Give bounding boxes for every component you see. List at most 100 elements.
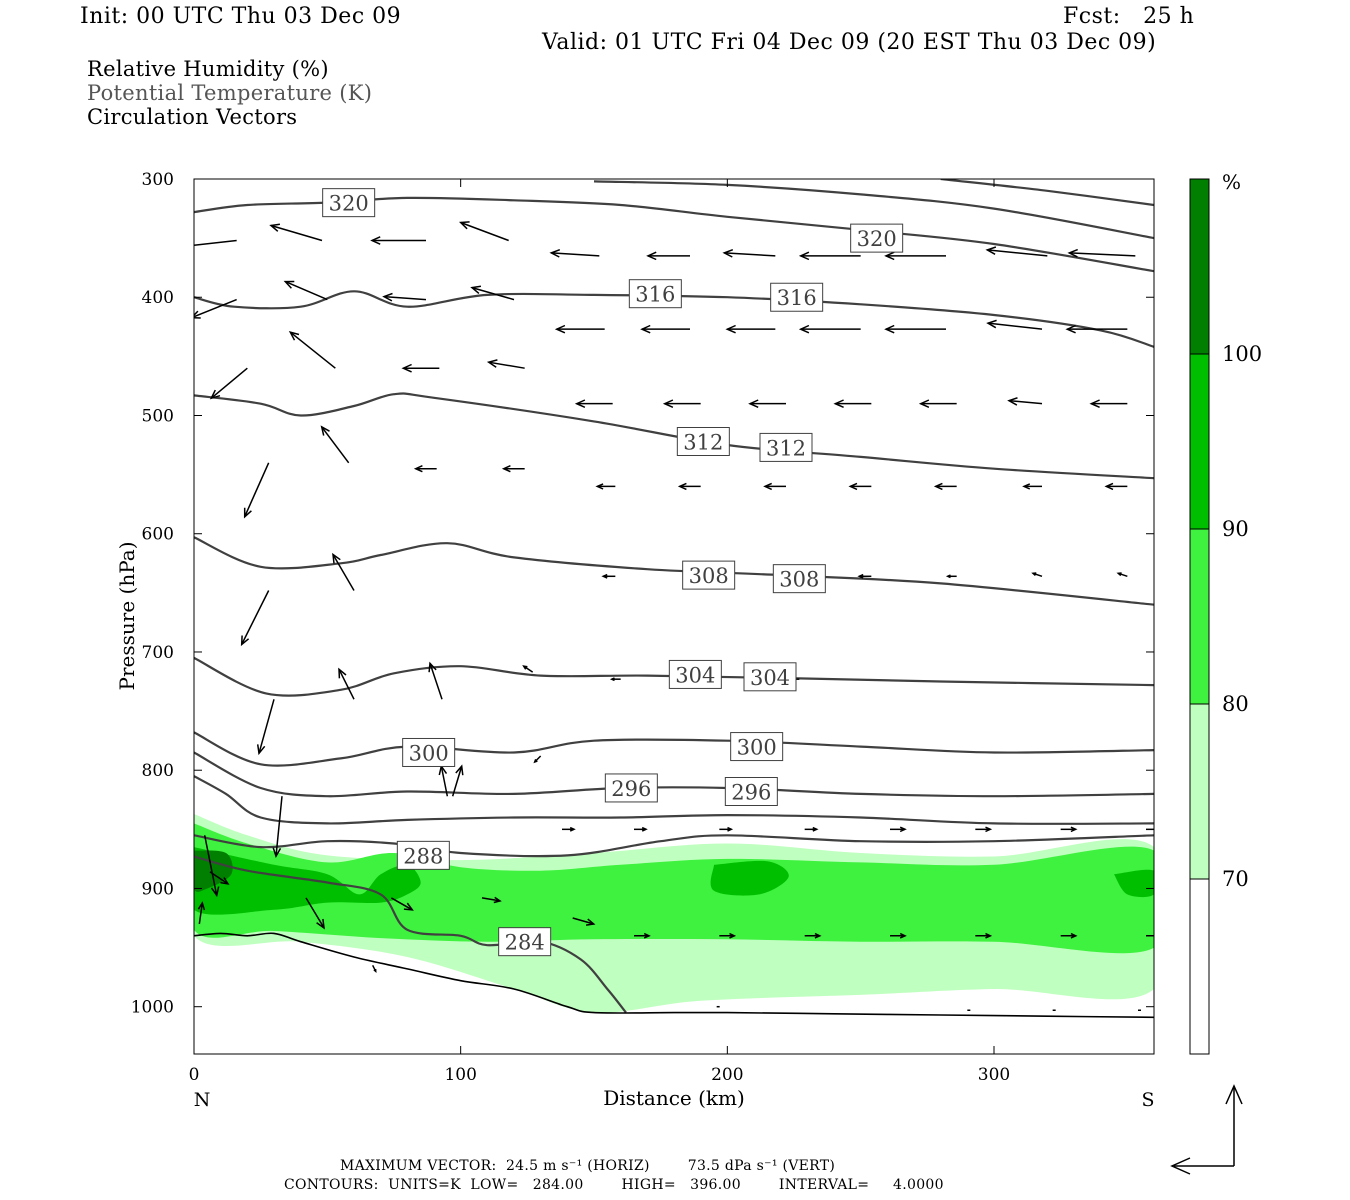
y-tick-label: 600 bbox=[142, 525, 174, 545]
reference-vector bbox=[1170, 1084, 1243, 1175]
colorbar-unit: % bbox=[1222, 170, 1241, 194]
contour-label: 316 bbox=[770, 282, 824, 312]
south-label: S bbox=[1141, 1089, 1154, 1111]
rh-legend: Relative Humidity (%) bbox=[87, 57, 329, 81]
colorbar-label: 80 bbox=[1222, 692, 1249, 716]
contour-info: CONTOURS: UNITS=K LOW= 284.00 HIGH= 396.… bbox=[284, 1177, 944, 1193]
svg-text:308: 308 bbox=[779, 568, 819, 592]
rh-band-90-4 bbox=[1114, 869, 1154, 898]
circulation-vector bbox=[719, 826, 734, 832]
circulation-vector bbox=[677, 482, 701, 491]
circulation-vector bbox=[209, 367, 248, 400]
svg-text:312: 312 bbox=[683, 431, 723, 455]
theta-contour-292 bbox=[194, 775, 1154, 825]
colorbar-segment bbox=[1190, 529, 1209, 704]
circulation-vector bbox=[370, 236, 426, 245]
circulation-vector bbox=[1060, 826, 1078, 833]
svg-text:288: 288 bbox=[403, 844, 443, 868]
circulation-vector bbox=[884, 251, 946, 261]
contour-label: 320 bbox=[850, 223, 904, 253]
colorbar-frame bbox=[1189, 178, 1210, 1055]
contour-label: 296 bbox=[724, 777, 778, 806]
colorbar-segment bbox=[1190, 879, 1209, 1054]
contour-label: 296 bbox=[604, 773, 658, 803]
circulation-vector bbox=[1067, 248, 1136, 258]
theta-contour-324 bbox=[593, 180, 1154, 240]
colorbar-label: 90 bbox=[1222, 517, 1249, 541]
circulation-vector bbox=[595, 483, 616, 490]
circulation-vector bbox=[798, 324, 861, 334]
circulation-vector bbox=[572, 917, 596, 926]
svg-text:316: 316 bbox=[635, 283, 675, 307]
circulation-vector bbox=[458, 221, 509, 242]
circulation-vector bbox=[890, 932, 907, 939]
svg-text:312: 312 bbox=[766, 436, 806, 460]
circulation-vector bbox=[197, 901, 206, 925]
circulation-vector bbox=[945, 574, 957, 579]
circulation-vector bbox=[763, 482, 786, 491]
circulation-vector bbox=[1104, 482, 1128, 491]
circulation-vector bbox=[522, 665, 534, 673]
init-time: Init: 00 UTC Thu 03 Dec 09 bbox=[80, 4, 402, 29]
colorbar-segment bbox=[1190, 354, 1209, 529]
contour-label: 308 bbox=[772, 564, 826, 594]
contour-label: 312 bbox=[759, 432, 813, 462]
circulation-vector bbox=[209, 871, 230, 885]
circulation-vector bbox=[975, 932, 993, 939]
north-label: N bbox=[194, 1089, 211, 1111]
colorbar-segment bbox=[1190, 704, 1209, 879]
circulation-vector bbox=[722, 248, 776, 258]
circulation-vector bbox=[451, 764, 464, 797]
colorbar-label: 70 bbox=[1222, 867, 1249, 891]
circulation-vector bbox=[1007, 397, 1043, 406]
circulation-vector bbox=[1089, 399, 1128, 408]
theta-contour-320 bbox=[194, 196, 1154, 273]
circulation-vector bbox=[890, 826, 907, 833]
plot-frame bbox=[193, 178, 1155, 1055]
circulation-vector bbox=[240, 590, 270, 647]
rh-band-100-5 bbox=[194, 850, 233, 892]
contour-label: 304 bbox=[668, 659, 722, 689]
svg-text:296: 296 bbox=[611, 777, 651, 801]
x-tick-label: 100 bbox=[444, 1065, 476, 1085]
circulation-vector bbox=[203, 835, 220, 898]
circulation-vector bbox=[338, 667, 355, 700]
circulation-vector bbox=[848, 482, 872, 491]
circulation-vector bbox=[1031, 572, 1043, 578]
valid-time: Valid: 01 UTC Fri 04 Dec 09 (20 EST Thu … bbox=[542, 30, 1157, 55]
forecast-hour: Fcst: 25 h bbox=[1063, 4, 1195, 29]
contour-label: 300 bbox=[730, 732, 784, 762]
circulation-vector bbox=[390, 897, 414, 911]
circulation-vector bbox=[609, 677, 621, 682]
circulation-vector bbox=[283, 280, 328, 301]
rh-band-90-2 bbox=[194, 847, 421, 915]
circulation-vector bbox=[833, 399, 872, 408]
circulation-vector bbox=[857, 573, 872, 579]
svg-text:308: 308 bbox=[689, 564, 729, 588]
colorbar-label: 100 bbox=[1222, 342, 1262, 366]
circulation-vector bbox=[554, 324, 605, 334]
svg-text:300: 300 bbox=[409, 741, 449, 765]
x-tick-label: 0 bbox=[189, 1065, 200, 1085]
contour-label: 308 bbox=[682, 560, 736, 590]
max-vector-info: MAXIMUM VECTOR: 24.5 m s⁻¹ (HORIZ) 73.5 … bbox=[340, 1158, 836, 1174]
y-tick-label: 300 bbox=[142, 170, 174, 190]
theta-contour-312 bbox=[194, 392, 1154, 480]
contour-label: 288 bbox=[396, 840, 450, 870]
y-axis-label: Pressure (hPa) bbox=[115, 542, 139, 691]
svg-text:300: 300 bbox=[737, 736, 777, 760]
theta-contour-316 bbox=[194, 290, 1154, 348]
circulation-vector bbox=[305, 897, 325, 930]
svg-text:320: 320 bbox=[857, 227, 897, 251]
circulation-vector bbox=[269, 223, 323, 242]
circulation-vector bbox=[601, 573, 616, 579]
circulation-vector bbox=[884, 324, 946, 334]
circulation-vector bbox=[401, 363, 440, 373]
circulation-vector bbox=[1065, 324, 1128, 334]
circulation-vector bbox=[288, 331, 336, 369]
circulation-vector bbox=[804, 932, 822, 939]
circulation-vector bbox=[413, 465, 437, 473]
svg-text:304: 304 bbox=[750, 666, 790, 690]
circulation-vector bbox=[933, 482, 957, 491]
